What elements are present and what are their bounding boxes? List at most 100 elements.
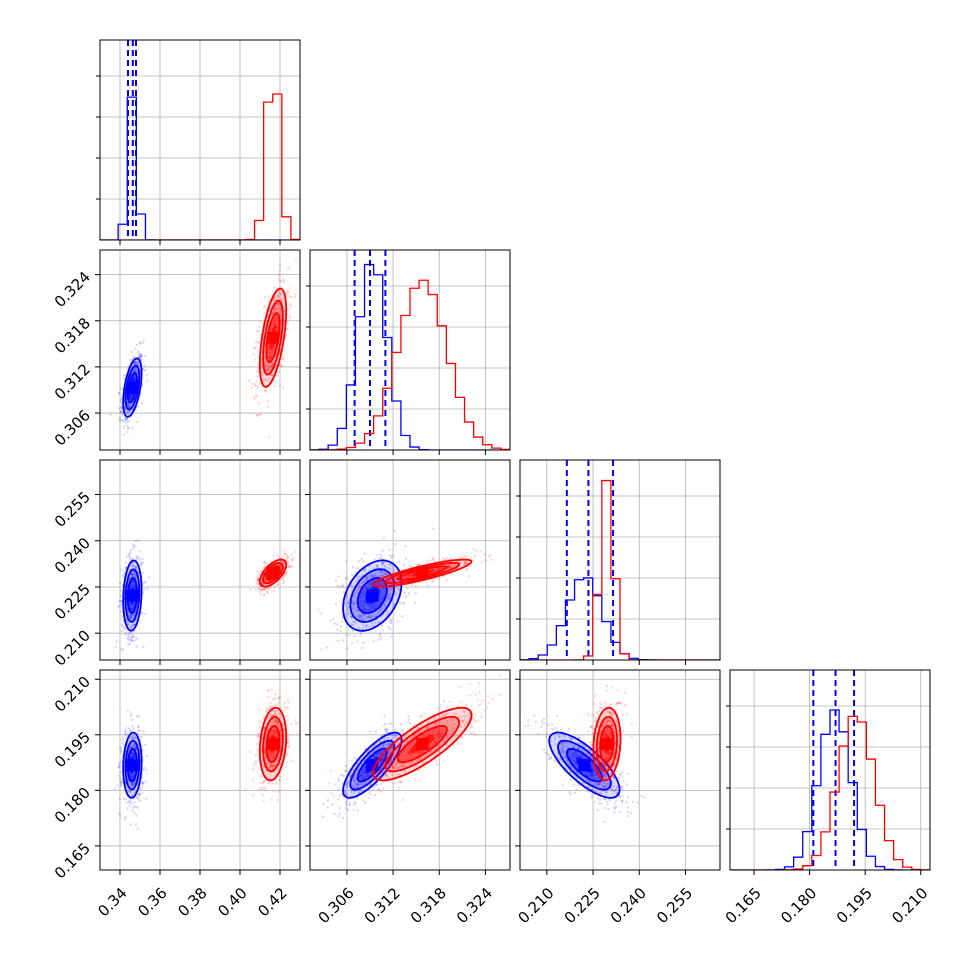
sample-point: [389, 620, 392, 623]
sample-point: [129, 395, 132, 398]
sample-point: [137, 793, 140, 796]
sample-point: [271, 362, 274, 366]
sample-point: [272, 729, 275, 732]
sample-point: [362, 772, 365, 775]
panel-content: [109, 258, 297, 438]
sample-point: [132, 623, 135, 626]
sample-point: [134, 638, 138, 641]
sample-point: [279, 311, 282, 314]
sample-point: [486, 706, 489, 709]
sample-point: [128, 393, 131, 396]
sample-point: [437, 567, 441, 570]
sample-point: [137, 355, 140, 359]
sample-point: [386, 583, 389, 586]
sample-point: [356, 785, 359, 789]
sample-point: [129, 636, 133, 639]
sample-point: [129, 756, 132, 759]
sample-point: [377, 754, 380, 757]
sample-point: [280, 298, 283, 301]
sample-point: [362, 560, 365, 563]
sample-point: [339, 625, 342, 628]
sample-point: [470, 704, 473, 708]
sample-point: [285, 558, 288, 561]
sample-point: [357, 783, 360, 787]
sample-point: [134, 362, 138, 366]
sample-point: [287, 706, 290, 710]
sample-point: [275, 735, 279, 738]
sample-point: [271, 374, 274, 377]
sample-point: [135, 361, 139, 365]
sample-point: [457, 740, 461, 744]
sample-point: [256, 341, 259, 344]
sample-point: [129, 557, 132, 561]
sample-point: [265, 762, 268, 765]
sample-point: [354, 773, 357, 776]
sample-point: [124, 418, 127, 421]
sample-point: [261, 588, 265, 591]
sample-point: [381, 549, 384, 552]
sample-point: [133, 756, 136, 759]
sample-point: [135, 566, 138, 570]
sample-point: [273, 321, 276, 324]
sample-point: [379, 758, 383, 762]
sample-point: [361, 601, 365, 604]
sample-point: [337, 575, 340, 578]
sample-point: [262, 765, 266, 768]
sample-point: [349, 773, 352, 776]
sample-point: [118, 419, 121, 422]
sample-point: [119, 594, 123, 598]
sample-point: [135, 645, 138, 648]
sample-point: [122, 648, 125, 651]
sample-point: [252, 396, 256, 399]
sample-point: [387, 593, 390, 596]
sample-point: [372, 639, 375, 643]
sample-point: [133, 782, 136, 785]
sample-point: [381, 563, 384, 566]
sample-point: [264, 378, 268, 381]
sample-point: [390, 738, 393, 741]
sample-point: [131, 579, 134, 582]
sample-point: [142, 645, 145, 648]
sample-point: [126, 623, 130, 626]
sample-point: [263, 562, 266, 565]
sample-point: [396, 588, 399, 591]
sample-point: [125, 417, 129, 421]
sample-point: [433, 578, 436, 581]
sample-point: [362, 592, 365, 596]
sample-point: [381, 574, 385, 578]
sample-point: [270, 364, 274, 367]
sample-point: [351, 599, 354, 603]
sample-point: [124, 816, 127, 819]
density-peak: [126, 589, 139, 602]
sample-point: [265, 590, 269, 594]
sample-point: [129, 823, 132, 826]
sample-point: [388, 567, 392, 571]
sample-point: [267, 367, 270, 371]
sample-point: [342, 590, 345, 594]
sample-point: [379, 592, 382, 595]
sample-point: [263, 560, 266, 563]
sample-point: [262, 588, 266, 591]
sample-point: [142, 730, 145, 733]
panel-0-0: [96, 39, 301, 245]
sample-point: [345, 595, 348, 598]
sample-point: [374, 573, 377, 576]
sample-point: [132, 377, 136, 380]
sample-point: [132, 734, 135, 738]
sample-point: [407, 715, 410, 718]
sample-point: [378, 634, 382, 638]
sample-point: [365, 623, 368, 627]
sample-point: [125, 734, 128, 738]
sample-point: [140, 358, 143, 361]
sample-point: [351, 616, 354, 619]
sample-point: [290, 295, 293, 299]
sample-point: [352, 778, 356, 782]
sample-point: [279, 314, 283, 318]
sample-point: [263, 780, 266, 783]
sample-point: [384, 722, 387, 725]
sample-point: [269, 714, 272, 717]
sample-point: [353, 779, 356, 783]
sample-point: [129, 746, 132, 749]
sample-point: [345, 793, 348, 797]
sample-point: [270, 373, 273, 376]
